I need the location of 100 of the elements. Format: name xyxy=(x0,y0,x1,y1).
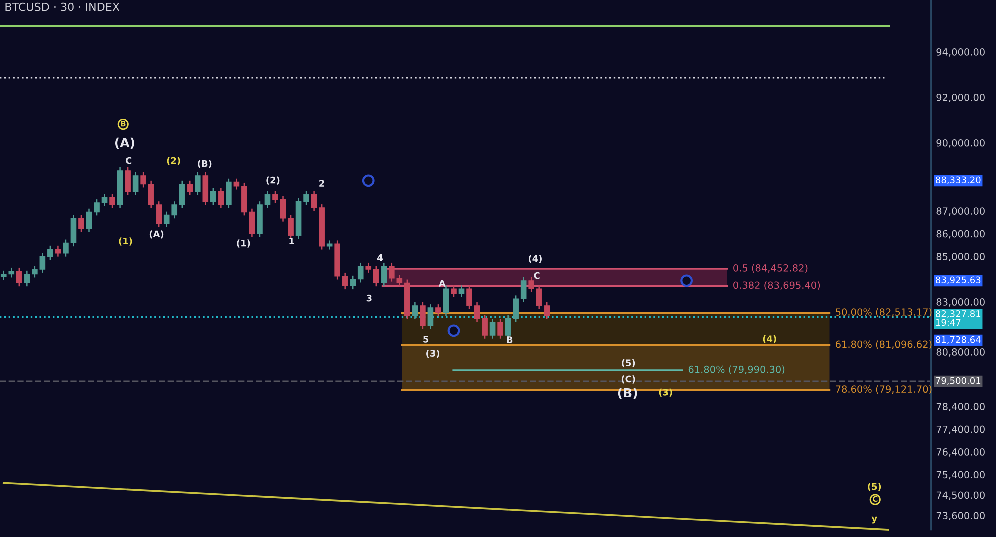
candlestick xyxy=(490,318,496,340)
candlestick xyxy=(24,270,30,288)
candlestick xyxy=(458,285,465,298)
y-tick-label: 75,400.00 xyxy=(936,471,985,480)
annotation: (5) xyxy=(868,483,882,492)
candlestick xyxy=(226,178,232,210)
candlestick xyxy=(218,188,224,210)
candlestick xyxy=(311,190,318,212)
annotation: C xyxy=(534,272,540,280)
y-tick-label: 86,000.00 xyxy=(936,230,985,239)
candlestick xyxy=(48,245,54,261)
ref-line-label: 61.80% (79,990.30) xyxy=(688,366,785,374)
candlestick xyxy=(466,285,472,310)
annotation: (B) xyxy=(618,388,638,400)
candlestick xyxy=(358,262,364,284)
annotation: (1) xyxy=(119,238,132,246)
candlestick xyxy=(482,314,488,340)
annotation: 1 xyxy=(290,238,294,245)
annotation: (4) xyxy=(763,335,776,344)
candlestick xyxy=(520,276,527,304)
y-tick-label: 77,400.00 xyxy=(936,426,985,434)
point xyxy=(680,274,693,288)
ref-line-label: 61.80% (81,096.62) xyxy=(836,340,932,350)
annotation: A xyxy=(438,280,446,287)
annotation: 2 xyxy=(320,180,324,187)
annotation: (3) xyxy=(426,350,440,358)
candlestick xyxy=(40,252,46,274)
annotation: (A) xyxy=(115,138,134,149)
candlestick xyxy=(396,274,403,288)
chart-title: BTCUSD · 30 · INDEX xyxy=(6,2,120,12)
point xyxy=(362,174,375,188)
candlestick xyxy=(373,266,380,288)
annotation: C xyxy=(126,157,132,164)
candlestick xyxy=(498,318,504,340)
ref-line-label: 0.5 (84,452.82) xyxy=(734,264,808,273)
y-tick-label: 90,000.00 xyxy=(936,139,985,148)
candlestick xyxy=(94,198,100,216)
candlestick xyxy=(428,304,434,330)
candlestick xyxy=(528,276,535,294)
text: 88,333.20 xyxy=(936,176,981,184)
ref-line-label: 50.00% (82,513.17) xyxy=(836,308,932,318)
candlestick xyxy=(381,262,388,288)
candlestick xyxy=(55,245,62,258)
candlestick xyxy=(63,239,69,258)
candlestick xyxy=(140,172,146,188)
annotation: (A) xyxy=(150,230,164,239)
annotation: 5 xyxy=(424,336,429,343)
candlestick xyxy=(86,208,92,233)
y-tick-label: 92,000.00 xyxy=(936,94,985,102)
text: 81,728.64 xyxy=(936,336,981,344)
candlestick xyxy=(187,180,194,196)
y-tick-label: 94,000.00 xyxy=(936,48,985,57)
annotation: (5) xyxy=(622,360,636,368)
candlestick xyxy=(280,196,286,222)
candlestick xyxy=(451,285,457,298)
candlestick xyxy=(288,214,294,240)
y-tick-label: 83,000.00 xyxy=(936,298,985,307)
candlestick xyxy=(32,266,38,278)
ref-line-label: 79,500.01 xyxy=(936,377,981,386)
ref-line-label: 82,327.81 19:47 xyxy=(936,310,981,326)
annotation: (2) xyxy=(266,176,280,185)
candlestick xyxy=(125,166,131,196)
text: 83,925.63 xyxy=(936,276,981,284)
annotation: (C) xyxy=(622,376,636,384)
annotation: (B) xyxy=(198,160,212,168)
annotation: 3 xyxy=(366,294,372,302)
candlestick xyxy=(420,302,426,330)
candlestick xyxy=(102,194,108,207)
candlestick xyxy=(264,190,271,210)
annotation: (2) xyxy=(167,157,180,166)
y-tick-label: 76,400.00 xyxy=(936,448,985,457)
y-tick-label: 74,500.00 xyxy=(936,492,985,500)
candlestick xyxy=(342,272,348,290)
point xyxy=(448,324,460,338)
candlestick xyxy=(513,295,519,323)
candlestick xyxy=(350,275,356,290)
candlestick xyxy=(234,178,240,190)
candlestick xyxy=(443,285,450,317)
y-tick-label: 87,000.00 xyxy=(936,208,985,216)
candlestick xyxy=(474,302,480,323)
ref-line-label: 0.382 (83,695.40) xyxy=(734,282,820,290)
candlestick xyxy=(412,302,418,320)
candlestick xyxy=(156,200,162,228)
y-tick-label: 85,000.00 xyxy=(936,253,985,262)
candlestick xyxy=(210,188,216,206)
candlestick xyxy=(132,172,139,196)
y-tick-label: 78,400.00 xyxy=(936,403,985,412)
annotation: B xyxy=(507,336,513,344)
candlestick xyxy=(249,208,256,238)
candlestick xyxy=(110,194,116,210)
candlestick xyxy=(78,214,84,233)
candlestick xyxy=(148,180,154,210)
candlestick xyxy=(436,304,442,317)
candlestick xyxy=(366,262,372,274)
candlestick xyxy=(272,190,278,204)
y-tick-label: 73,600.00 xyxy=(936,512,985,521)
annotation: (1) xyxy=(237,240,250,248)
annotation: (3) xyxy=(659,388,672,397)
annotation: y xyxy=(872,516,878,524)
candlestick xyxy=(194,172,201,196)
